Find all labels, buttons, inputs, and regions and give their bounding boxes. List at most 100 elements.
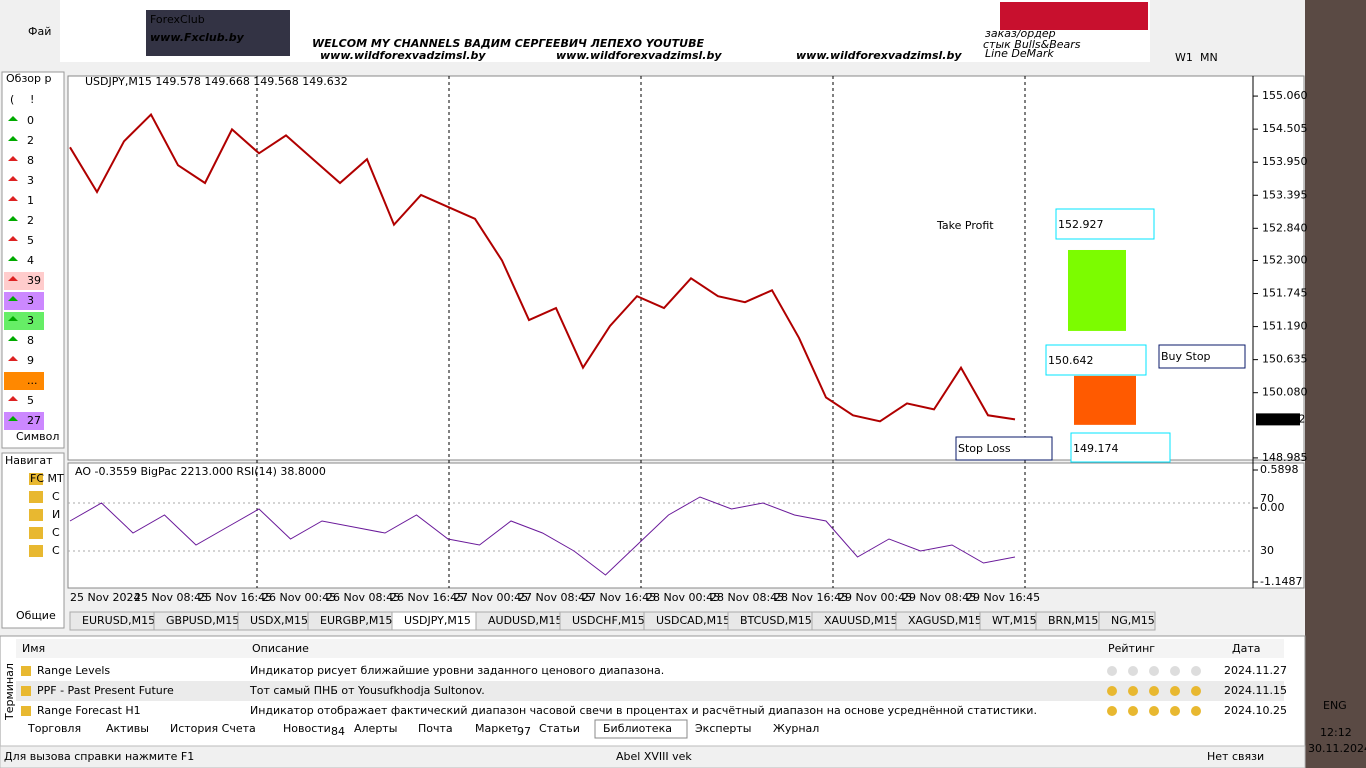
- quote-row[interactable]: 5: [27, 394, 34, 407]
- terminal-tab[interactable]: Журнал: [773, 722, 819, 735]
- menu[interactable]: Фай: [28, 25, 51, 38]
- rating-star: [1149, 666, 1159, 676]
- symbol-tab-label[interactable]: EURGBP,M15: [320, 614, 392, 627]
- price-label: 148.985: [1262, 451, 1308, 464]
- column-header[interactable]: Имя: [22, 642, 45, 655]
- quote-row[interactable]: 9: [27, 354, 34, 367]
- symbol-tab-label[interactable]: GBPUSD,M15: [166, 614, 239, 627]
- quote-row[interactable]: 5: [27, 234, 34, 247]
- terminal-tab[interactable]: Эксперты: [695, 722, 751, 735]
- symbol-tab-label[interactable]: AUDUSD,M15: [488, 614, 563, 627]
- rating-star: [1107, 666, 1117, 676]
- price-label: 152.840: [1262, 221, 1308, 234]
- terminal-tab[interactable]: Статьи: [539, 722, 580, 735]
- arrow-icon: [8, 116, 18, 121]
- symbol-tab-label[interactable]: USDCHF,M15: [572, 614, 645, 627]
- row-icon: [21, 686, 31, 696]
- time-label: 26 Nov 00:45: [262, 591, 336, 604]
- rating-star: [1170, 706, 1180, 716]
- quote-row[interactable]: 39: [27, 274, 41, 287]
- row-bg: [4, 232, 44, 250]
- quote-row[interactable]: 3: [27, 314, 34, 327]
- terminal-tab[interactable]: Активы: [106, 722, 149, 735]
- logo: ForexClub: [150, 13, 205, 26]
- time-label: 25 Nov 2024: [70, 591, 140, 604]
- row[interactable]: [16, 701, 1284, 721]
- row-name: Range Forecast H1: [37, 704, 141, 717]
- terminal-tab[interactable]: Почта: [418, 722, 453, 735]
- nav-item[interactable]: С: [52, 490, 60, 503]
- nav-item[interactable]: С: [52, 526, 60, 539]
- row-desc: Индикатор отображает фактический диапазо…: [250, 704, 1037, 717]
- quote-row[interactable]: 0: [27, 114, 34, 127]
- box: [955, 436, 1053, 461]
- symbol-tab-label[interactable]: WT,M15: [992, 614, 1037, 627]
- quote-row[interactable]: 4: [27, 254, 34, 267]
- row[interactable]: [16, 681, 1284, 701]
- row-bg: [4, 112, 44, 130]
- quote-row[interactable]: 3: [27, 174, 34, 187]
- symbol-tab-label[interactable]: EURUSD,M15: [82, 614, 155, 627]
- status-bar: [0, 745, 1306, 768]
- terminal-tab[interactable]: Маркет: [475, 722, 519, 735]
- rating-star: [1191, 666, 1201, 676]
- quote-row[interactable]: ...: [27, 374, 38, 387]
- quote-row[interactable]: 27: [27, 414, 41, 427]
- symbol-tab-label[interactable]: NG,M15: [1111, 614, 1155, 627]
- terminal-tab[interactable]: Алерты: [354, 722, 397, 735]
- quote-row[interactable]: 1: [27, 194, 34, 207]
- terminal-tab-active[interactable]: [594, 719, 688, 739]
- row-bg: [4, 352, 44, 370]
- box: [1045, 344, 1147, 376]
- annotation-value: 150.642: [1048, 354, 1094, 367]
- rsi-line: [69, 496, 1016, 576]
- chart-header: USDJPY,M15 149.578 149.668 149.568 149.6…: [85, 75, 348, 88]
- quote-row[interactable]: 2: [27, 134, 34, 147]
- symbol-tab-label[interactable]: USDJPY,M15: [404, 614, 471, 627]
- terminal-tab[interactable]: Новости: [283, 722, 331, 735]
- nav-item[interactable]: И: [52, 508, 60, 521]
- terminal-tab[interactable]: Библиотека: [603, 722, 672, 735]
- symbol-tab-label[interactable]: USDCAD,M15: [656, 614, 730, 627]
- quote-row[interactable]: 3: [27, 294, 34, 307]
- terminal-tab[interactable]: История Счета: [170, 722, 256, 735]
- column-header[interactable]: Рейтинг: [1108, 642, 1155, 655]
- panel-tab[interactable]: Общие: [16, 609, 56, 622]
- timeframe[interactable]: W1: [1175, 51, 1193, 64]
- taskbar-date[interactable]: 30.11.2024: [1308, 742, 1366, 755]
- taskbar-time[interactable]: 12:12: [1320, 726, 1352, 739]
- price-label: 153.950: [1262, 155, 1308, 168]
- url: www.wildforexvadzimsl.by: [796, 49, 962, 62]
- panel-tab[interactable]: Символ: [16, 430, 59, 443]
- timeframe[interactable]: MN: [1200, 51, 1218, 64]
- quote-row[interactable]: 8: [27, 154, 34, 167]
- nav-item[interactable]: С: [52, 544, 60, 557]
- quote-row[interactable]: 8: [27, 334, 34, 347]
- terminal-tab[interactable]: Торговля: [27, 722, 81, 735]
- annotation: Stop Loss: [958, 442, 1011, 455]
- quote-row[interactable]: 2: [27, 214, 34, 227]
- row[interactable]: [16, 661, 1284, 681]
- symbol-tab-label[interactable]: XAUUSD,M15: [824, 614, 898, 627]
- symbol-tab-label[interactable]: BTCUSD,M15: [740, 614, 812, 627]
- nav-item[interactable]: FC MT: [30, 472, 64, 485]
- url: www.wildforexvadzimsl.by: [320, 49, 486, 62]
- arrow-icon: [8, 336, 18, 341]
- price-label: 152.300: [1262, 253, 1308, 266]
- rating-star: [1149, 686, 1159, 696]
- column-header[interactable]: Дата: [1232, 642, 1260, 655]
- symbol-tab-label[interactable]: USDX,M15: [250, 614, 308, 627]
- symbol-tab-label[interactable]: XAGUSD,M15: [908, 614, 982, 627]
- row-bg: [4, 332, 44, 350]
- arrow-icon: [8, 376, 18, 381]
- column-header[interactable]: Описание: [252, 642, 309, 655]
- row-bg: [4, 212, 44, 230]
- row-bg: [4, 312, 44, 330]
- box: [1070, 432, 1171, 463]
- symbol-tab-label[interactable]: BRN,M15: [1048, 614, 1098, 627]
- logo-box: [146, 10, 290, 56]
- arrow-icon: [8, 236, 18, 241]
- symbol-tab[interactable]: [1098, 611, 1156, 631]
- taskbar-lang[interactable]: ENG: [1323, 699, 1347, 712]
- rating-star: [1170, 666, 1180, 676]
